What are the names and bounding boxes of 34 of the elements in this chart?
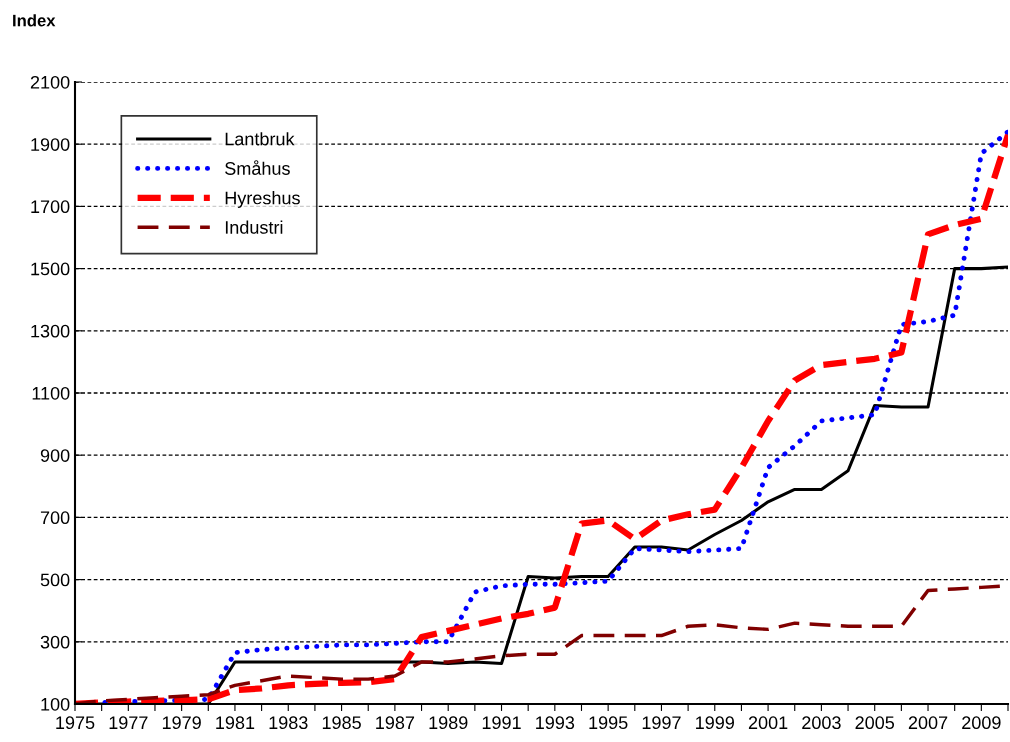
y-tick-label: 100 [41, 697, 70, 711]
x-tick-label: 1977 [109, 716, 148, 730]
y-tick-label: 300 [40, 635, 70, 649]
x-tick-label: 1993 [536, 716, 575, 730]
x-tick-label: 1991 [482, 716, 521, 730]
y-axis-title: Index [13, 14, 56, 27]
x-tick-label: 2009 [962, 716, 1001, 730]
y-tick-label: 1900 [31, 138, 70, 151]
x-tick-label: 1995 [589, 716, 628, 730]
y-tick-label: 500 [40, 573, 70, 587]
legend-label: Småhus [225, 160, 290, 175]
legend-label: Lantbruk [225, 132, 295, 146]
x-tick-label: 1997 [642, 716, 681, 730]
x-tick-label: 2001 [748, 716, 788, 730]
x-tick-label: 1999 [696, 716, 734, 730]
y-tick-label: 1700 [31, 200, 70, 214]
x-tick-label: 1989 [429, 716, 468, 730]
x-tick-label: 2005 [855, 716, 895, 730]
y-tick-label: 1500 [31, 262, 70, 276]
x-tick-label: 1987 [376, 716, 415, 730]
y-tick-label: 1300 [31, 324, 70, 338]
y-tick-label: 1100 [32, 386, 70, 400]
y-tick-label: 2100 [30, 75, 70, 89]
y-tick-label: 900 [40, 449, 70, 462]
x-tick-label: 1985 [322, 716, 361, 730]
x-tick-label: 1981 [216, 716, 255, 730]
y-tick-label: 700 [40, 511, 70, 525]
x-tick-label: 1979 [162, 716, 201, 730]
legend-label: Industri [225, 220, 283, 234]
x-tick-label: 2007 [908, 716, 948, 730]
x-tick-label: 1983 [269, 716, 308, 730]
x-tick-label: 2003 [802, 716, 841, 730]
x-tick-label: 1975 [56, 716, 95, 730]
legend-label: Hyreshus [225, 191, 300, 208]
